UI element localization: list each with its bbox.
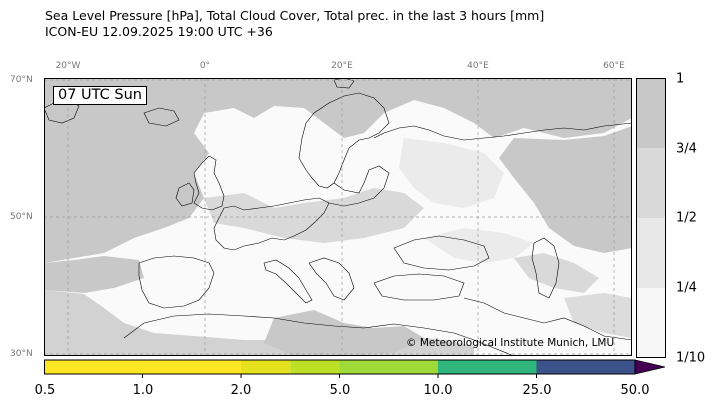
valid-time-label: 07 UTC Sun <box>53 86 147 105</box>
lon-label-0: 0° <box>199 61 211 71</box>
coastline-finland-russia <box>373 122 632 141</box>
coastline-ireland <box>175 182 195 207</box>
cloud-region <box>564 293 632 338</box>
cloud-region <box>514 253 599 293</box>
credit-text: © Meteorological Institute Munich, LMU <box>406 337 615 349</box>
cloud-label-1-2: 1/2 <box>676 210 697 226</box>
precip-colorbar-segment <box>142 360 242 374</box>
precip-label-10: 10.0 <box>423 383 453 398</box>
cloud-region <box>264 310 424 356</box>
coastline-middle-east <box>463 297 632 341</box>
cloud-colorbar-segment <box>636 218 666 288</box>
coastline-north-africa <box>123 313 515 356</box>
precip-label-1: 1.0 <box>132 383 154 398</box>
coastline-britain <box>193 155 225 211</box>
cloud-colorbar-segment <box>636 288 666 358</box>
precip-colorbar-extension <box>634 359 666 375</box>
coastline-iceland <box>143 107 180 127</box>
cloud-cover-colorbar <box>636 78 666 358</box>
map-frame <box>44 78 632 356</box>
coastline-caspian <box>531 237 560 299</box>
lat-label-30n: 30°N <box>10 349 33 359</box>
coastline-black-sea <box>393 235 490 271</box>
cloud-label-3-4: 3/4 <box>676 141 697 157</box>
coastline-iberia <box>138 255 215 309</box>
lon-label-60e: 60°E <box>603 61 625 71</box>
cloud-colorbar-segment <box>636 78 666 148</box>
cloud-region <box>499 126 632 253</box>
cloud-region <box>399 138 504 208</box>
coastline-balkans <box>308 257 355 301</box>
coastline-baltic <box>328 165 390 207</box>
precip-label-50: 50.0 <box>620 383 650 398</box>
cloud-label-1-10: 1/10 <box>676 350 706 366</box>
chart-title-line1: Sea Level Pressure [hPa], Total Cloud Co… <box>45 8 545 23</box>
lat-label-50n: 50°N <box>10 212 33 222</box>
precip-colorbar-segment <box>241 360 291 374</box>
cloud-label-1-4: 1/4 <box>676 280 697 296</box>
precip-label-2: 2.0 <box>230 383 252 398</box>
precip-label-5: 5.0 <box>329 383 351 398</box>
lat-label-70n: 70°N <box>10 75 33 85</box>
lon-label-20e: 20°E <box>331 61 353 71</box>
coastlines <box>44 78 632 356</box>
precip-label-0-5: 0.5 <box>34 383 56 398</box>
cloud-label-1: 1 <box>676 71 685 87</box>
precip-colorbar-segment <box>290 360 340 374</box>
cloud-cover-layer <box>44 78 632 356</box>
lon-label-40e: 40°E <box>467 61 489 71</box>
precip-colorbar-segment <box>44 360 143 374</box>
precip-colorbar-segment <box>339 360 439 374</box>
cloud-colorbar-frame <box>636 78 666 358</box>
graticule <box>44 78 632 356</box>
lon-label-20w: 20°W <box>55 61 81 71</box>
coastline-scandinavia <box>298 92 390 189</box>
precip-colorbar-segment <box>536 360 636 374</box>
coastline-turkey <box>373 273 465 301</box>
cloud-colorbar-segment <box>636 148 666 218</box>
coastline-continent <box>213 197 330 251</box>
cloud-region <box>204 188 424 243</box>
precip-colorbar <box>44 359 666 378</box>
weather-map <box>44 78 632 356</box>
cloud-region <box>44 256 144 293</box>
chart-title-line2: ICON-EU 12.09.2025 19:00 UTC +36 <box>45 24 273 39</box>
precip-label-25: 25.0 <box>522 383 552 398</box>
cloud-region <box>424 228 534 263</box>
coastline-italy <box>263 259 313 304</box>
precip-colorbar-segment <box>438 360 537 374</box>
cloud-region <box>44 78 632 263</box>
